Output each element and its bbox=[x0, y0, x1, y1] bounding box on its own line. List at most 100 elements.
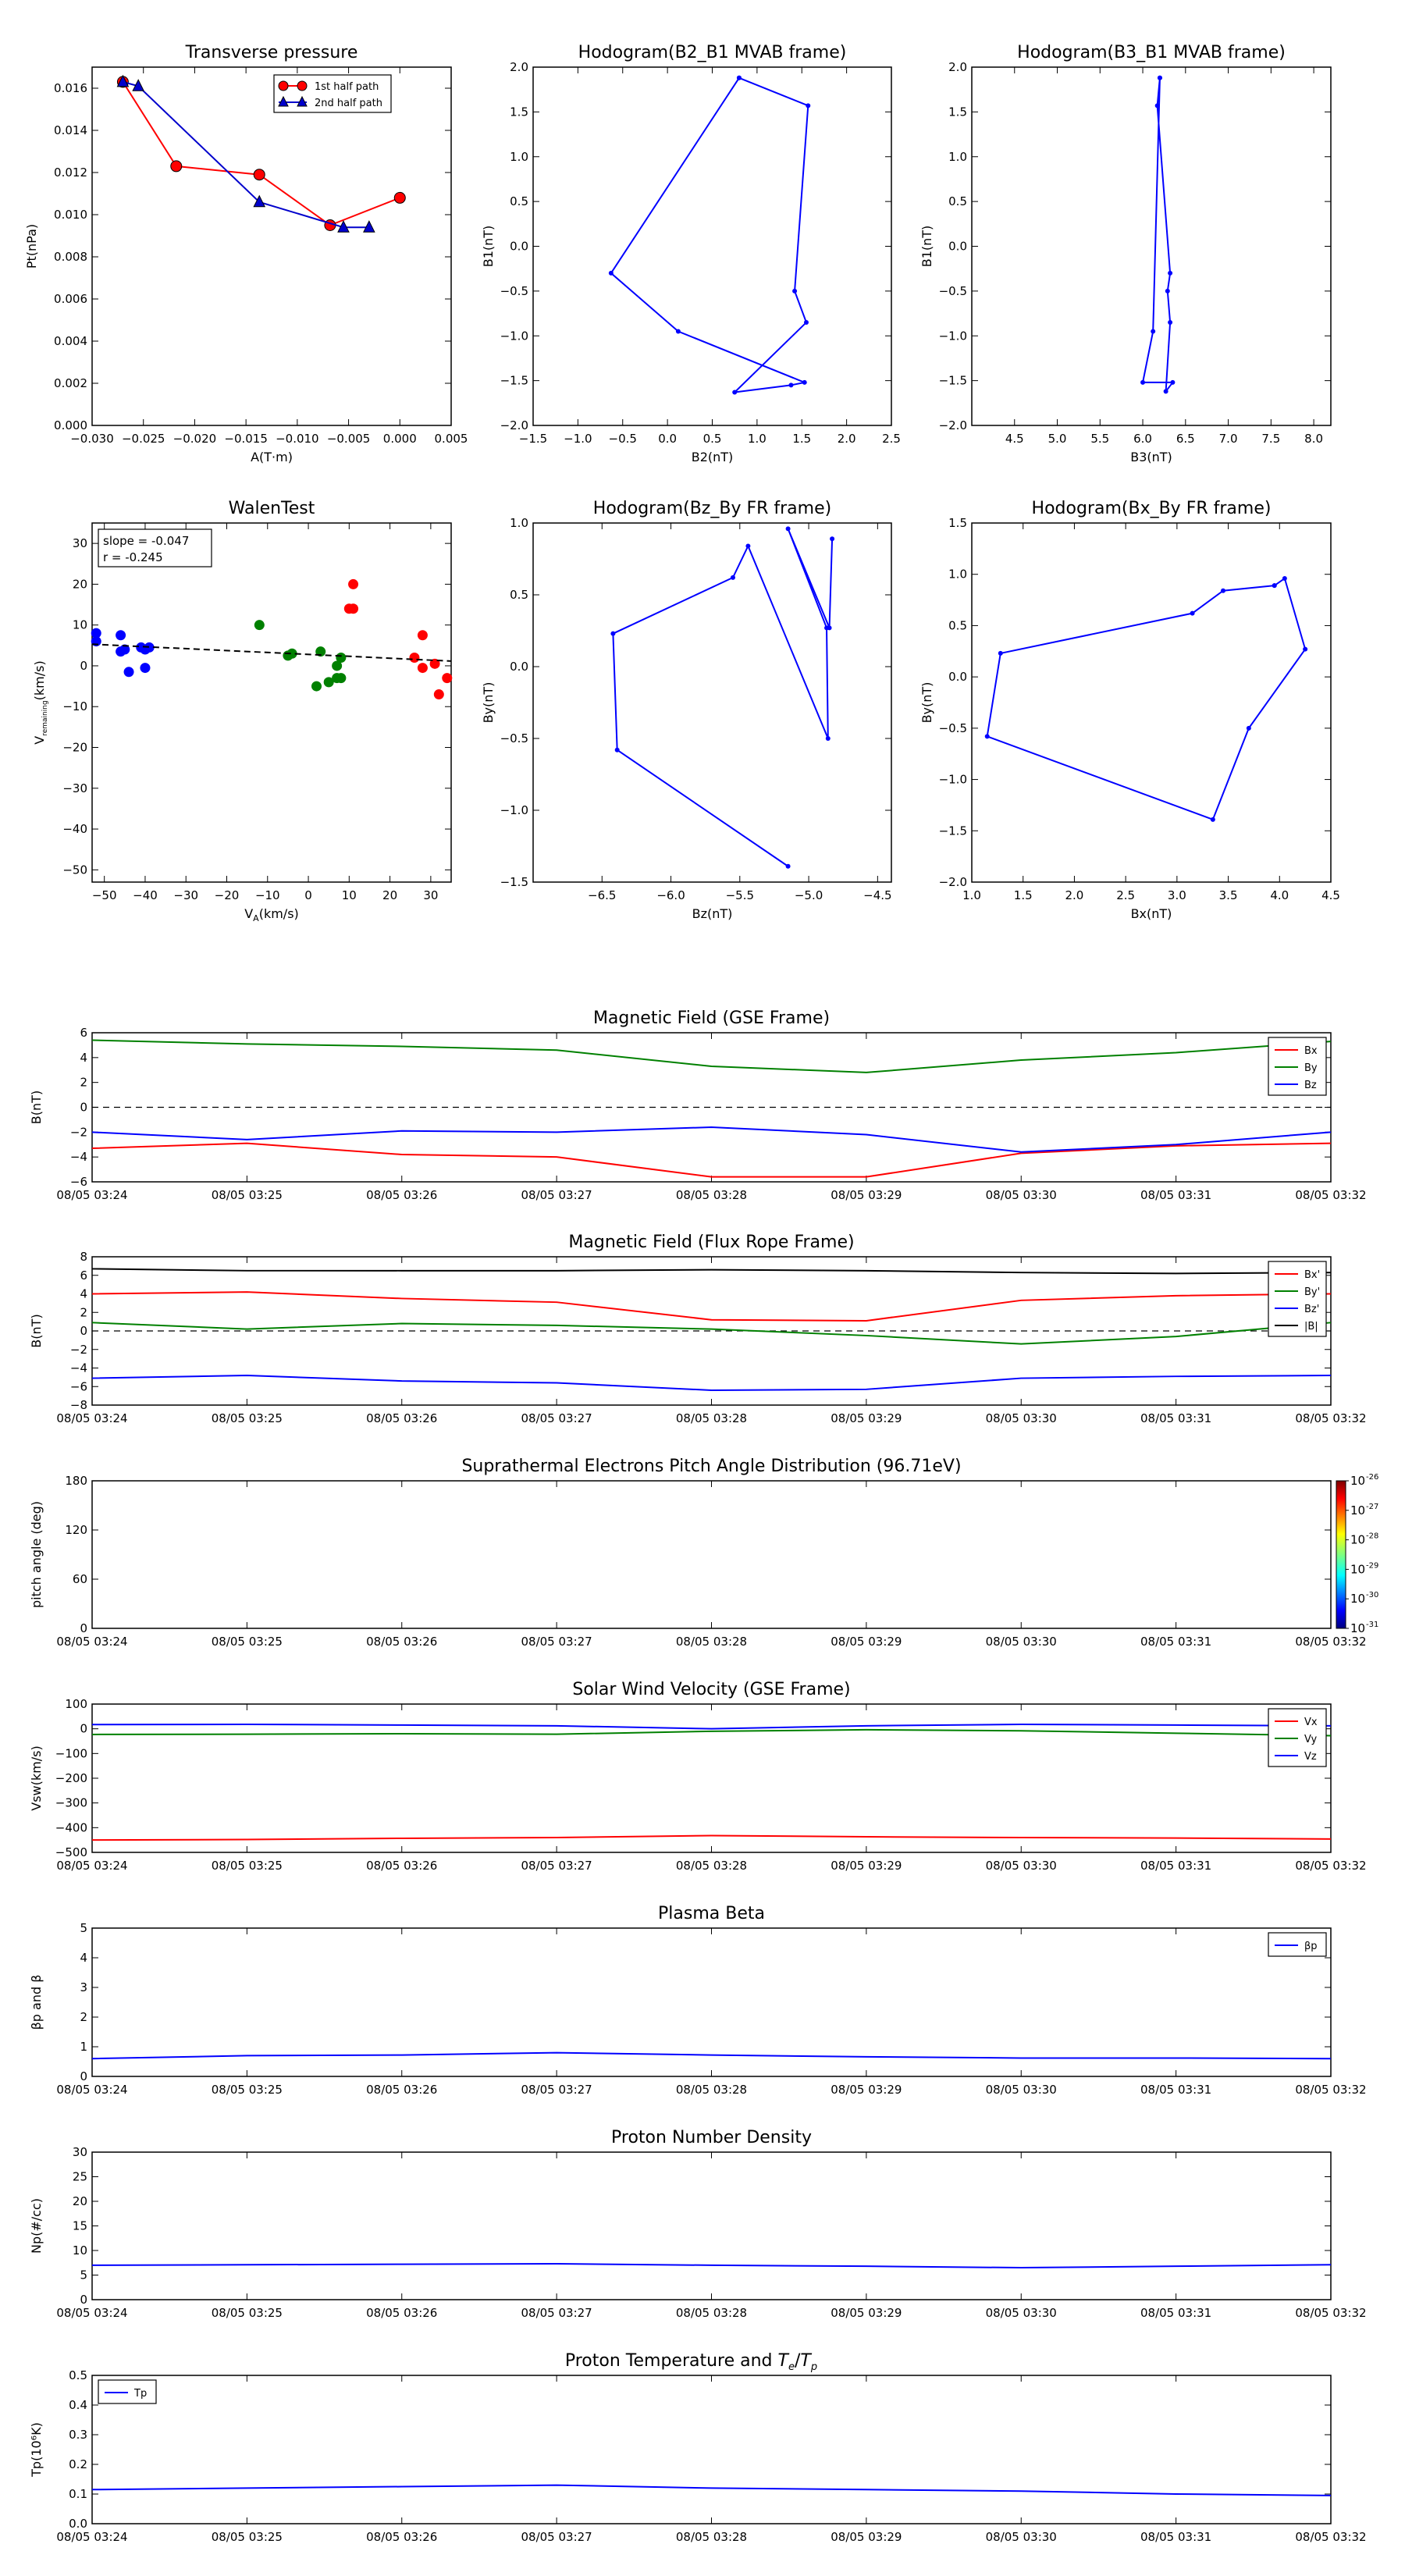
x-tick-label: 0.000 bbox=[383, 432, 417, 446]
data-point bbox=[730, 575, 735, 580]
x-tick-label: −5.5 bbox=[726, 888, 754, 902]
x-tick-label: 08/05 03:32 bbox=[1295, 2083, 1366, 2097]
data-point bbox=[132, 79, 144, 91]
series-line-path bbox=[612, 528, 834, 867]
x-tick-label: 08/05 03:31 bbox=[1140, 2530, 1211, 2544]
y-tick-label: 60 bbox=[73, 1572, 87, 1586]
x-tick-label: 08/05 03:25 bbox=[212, 2530, 283, 2544]
x-tick-label: 10 bbox=[342, 888, 357, 902]
legend-label: By' bbox=[1304, 1286, 1320, 1298]
x-tick-label: 08/05 03:28 bbox=[676, 1411, 747, 1425]
annotation-r: r = -0.245 bbox=[103, 550, 163, 564]
data-point bbox=[1151, 329, 1156, 334]
y-tick-label: 2.0 bbox=[510, 60, 528, 74]
data-point bbox=[1210, 817, 1215, 822]
y-tick-label: 5 bbox=[80, 2268, 87, 2282]
x-tick-label: 08/05 03:27 bbox=[521, 2530, 592, 2544]
legend-label: Bx bbox=[1304, 1045, 1318, 1057]
annotation-box bbox=[98, 528, 212, 568]
y-axis-label: pitch angle (deg) bbox=[29, 1501, 44, 1608]
series-line-Vy bbox=[91, 1728, 1332, 1737]
y-tick-label: 1.0 bbox=[510, 516, 528, 530]
colorbar bbox=[1336, 1480, 1346, 1629]
y-tick-label: 4 bbox=[80, 1951, 87, 1965]
legend-label: Bx' bbox=[1304, 1269, 1320, 1281]
x-tick-label: 1.5 bbox=[792, 432, 811, 446]
x-tick-label: 0.5 bbox=[703, 432, 722, 446]
data-point bbox=[337, 220, 350, 233]
y-tick-label: 0 bbox=[80, 1722, 87, 1736]
x-tick-label: −0.5 bbox=[609, 432, 637, 446]
data-point bbox=[803, 320, 809, 326]
data-point bbox=[1221, 588, 1225, 593]
scatter-point bbox=[409, 653, 420, 663]
x-tick-label: 08/05 03:29 bbox=[831, 1635, 902, 1649]
y-tick-label: −6 bbox=[70, 1379, 87, 1393]
x-tick-label: 7.0 bbox=[1219, 432, 1238, 446]
y-tick-label: −4 bbox=[70, 1361, 87, 1375]
y-tick-label: −1.0 bbox=[939, 773, 967, 787]
chart-title: Magnetic Field (GSE Frame) bbox=[593, 1009, 830, 1028]
x-tick-label: 6.0 bbox=[1133, 432, 1152, 446]
fit-line bbox=[91, 643, 452, 662]
y-tick-label: 10 bbox=[73, 2243, 87, 2258]
y-tick-label: 25 bbox=[73, 2170, 87, 2184]
y-tick-label: −8 bbox=[70, 1398, 87, 1412]
scatter-point bbox=[254, 620, 265, 631]
y-tick-label: 0.006 bbox=[54, 292, 87, 306]
y-tick-label: 0.0 bbox=[69, 2517, 87, 2531]
scatter-point bbox=[311, 681, 322, 692]
x-tick-label: −0.030 bbox=[70, 432, 114, 446]
chart-title: Suprathermal Electrons Pitch Angle Distr… bbox=[461, 1457, 961, 1476]
data-point bbox=[802, 379, 807, 385]
x-tick-label: 08/05 03:24 bbox=[56, 1188, 127, 1202]
axes-frame bbox=[971, 66, 1332, 426]
series-line-Bx bbox=[91, 1142, 1332, 1178]
x-axis-label: VA(km/s) bbox=[244, 906, 299, 923]
x-tick-label: 08/05 03:27 bbox=[521, 1411, 592, 1425]
x-tick-label: 5.0 bbox=[1048, 432, 1067, 446]
x-tick-label: 08/05 03:32 bbox=[1295, 1635, 1366, 1649]
x-tick-label: 08/05 03:26 bbox=[366, 1411, 437, 1425]
y-tick-label: −1.0 bbox=[500, 803, 528, 817]
legend-marker bbox=[297, 80, 308, 91]
data-point bbox=[830, 536, 835, 542]
data-point bbox=[1190, 610, 1195, 616]
colorbar-label: 10 bbox=[1350, 1474, 1365, 1488]
scatter-point bbox=[140, 663, 151, 674]
data-point bbox=[998, 650, 1003, 656]
x-tick-label: 08/05 03:25 bbox=[212, 1188, 283, 1202]
y-tick-label: 0.5 bbox=[510, 588, 528, 602]
chart-hzy: Hodogram(Bz_By FR frame) −6.5 −6.0 −5.5 −5.0… bbox=[481, 499, 892, 921]
legend-marker bbox=[297, 95, 308, 107]
data-point bbox=[614, 747, 620, 753]
chart-h21: Hodogram(B2_B1 MVAB frame) −1.5 −1.0 −0.5 0.… bbox=[481, 43, 901, 464]
data-point bbox=[1170, 379, 1176, 385]
x-tick-label: 08/05 03:32 bbox=[1295, 1859, 1366, 1873]
y-tick-label: 1.5 bbox=[510, 105, 528, 119]
y-tick-label: −1.5 bbox=[939, 374, 967, 388]
x-tick-label: 4.5 bbox=[1005, 432, 1024, 446]
x-tick-label: 2.0 bbox=[838, 432, 856, 446]
x-tick-label: −0.010 bbox=[276, 432, 319, 446]
y-axis-label: B(nT) bbox=[29, 1091, 44, 1124]
y-axis-label: B1(nT) bbox=[481, 226, 496, 268]
y-tick-label: −1.5 bbox=[500, 875, 528, 889]
y-tick-label: 15 bbox=[73, 2219, 87, 2233]
x-tick-label: 08/05 03:29 bbox=[831, 1188, 902, 1202]
chart-title: Hodogram(B2_B1 MVAB frame) bbox=[578, 43, 847, 62]
x-tick-label: 08/05 03:32 bbox=[1295, 2530, 1366, 2544]
x-tick-label: 0 bbox=[304, 888, 312, 902]
y-tick-label: 30 bbox=[73, 536, 87, 550]
series-line-Vz bbox=[91, 1723, 1332, 1730]
axes-frame bbox=[91, 1927, 1332, 2077]
x-tick-label: 08/05 03:25 bbox=[212, 1411, 283, 1425]
series-line-Vx bbox=[91, 1834, 1332, 1841]
x-axis-label: A(T·m) bbox=[251, 450, 293, 464]
colorbar-exponent: -30 bbox=[1366, 1591, 1378, 1599]
legend-box bbox=[273, 74, 392, 113]
scatter-point bbox=[442, 673, 453, 684]
y-tick-label: 0.2 bbox=[69, 2457, 87, 2471]
scatter-point bbox=[336, 673, 347, 684]
scatter-point bbox=[286, 648, 297, 659]
